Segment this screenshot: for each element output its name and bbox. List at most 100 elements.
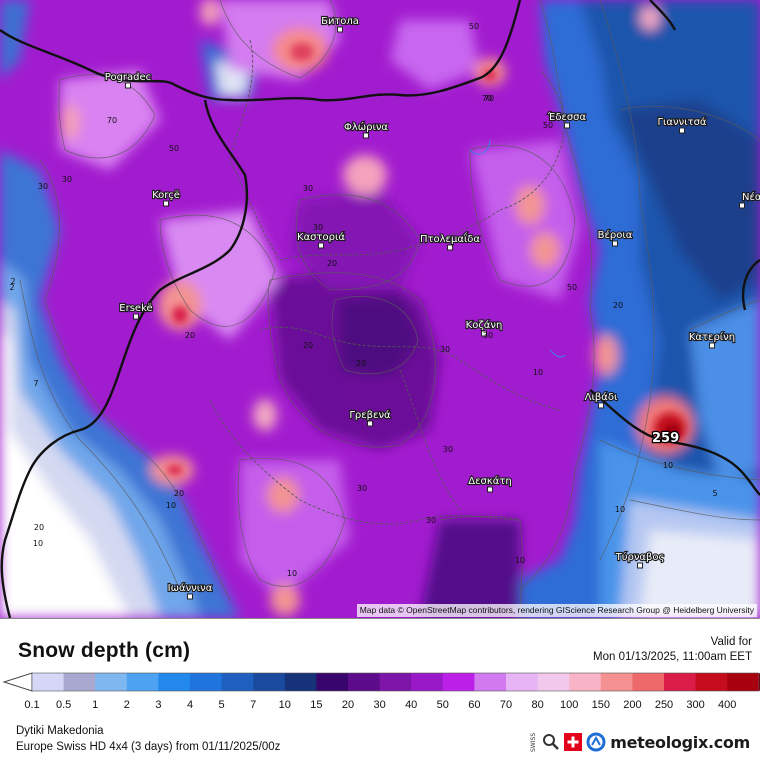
city-marker	[367, 420, 373, 427]
scale-tick-label: 200	[623, 699, 642, 711]
city-marker	[125, 82, 131, 89]
scale-segment	[569, 673, 602, 691]
contour-value-label: 70	[107, 116, 117, 125]
contour-value-label: 20	[174, 489, 184, 498]
city-marker	[637, 562, 643, 569]
contour-value-label: 50	[169, 144, 179, 153]
contour-value-label: 30	[313, 223, 323, 232]
map-attribution: Map data © OpenStreetMap contributors, r…	[356, 604, 757, 617]
city-markers	[125, 26, 745, 600]
valid-for-label: Valid for	[710, 636, 752, 648]
scale-segment	[253, 673, 286, 691]
scale-segment	[316, 673, 349, 691]
scale-segment	[284, 673, 317, 691]
city-label: Τύρναβος	[615, 551, 665, 563]
snow-depth-fill	[0, 0, 760, 618]
scale-tick-label: 40	[405, 699, 418, 711]
city-labels: Битола Pogradec Φλώρινα Έδεσσα Γιαννιτσά Νέα …	[104, 15, 760, 595]
contour-value-label: 30	[440, 345, 450, 354]
color-scale-bar	[2, 672, 760, 692]
country-borders	[0, 0, 760, 618]
scale-tick-label: 0.5	[55, 699, 72, 711]
brand-block: SWISS HD meteologix.com	[526, 731, 750, 753]
scale-segment	[190, 673, 223, 691]
city-marker	[363, 132, 369, 139]
scale-segment	[600, 673, 633, 691]
contour-value-label: 20	[34, 523, 44, 532]
scale-tick-label: 50	[436, 699, 449, 711]
scale-segment	[63, 673, 96, 691]
admin-boundaries	[209, 39, 565, 525]
city-label: Καστοριά	[297, 231, 345, 243]
city-marker	[612, 240, 618, 247]
contour-value-label: 10	[663, 461, 673, 470]
city-label: Έδεσσα	[547, 111, 587, 123]
scale-tick-label: 250	[654, 699, 674, 711]
scale-segment	[442, 673, 475, 691]
scale-tick-label: 0.1	[24, 699, 40, 711]
scale-tick-label: 5	[218, 699, 225, 711]
rivers	[469, 139, 566, 358]
city-marker	[337, 26, 343, 33]
city-label: Δεσκάτη	[468, 475, 511, 487]
parameter-title: Snow depth (cm)	[18, 639, 191, 662]
valid-time-block: Valid for Mon 01/13/2025, 11:00am EET	[593, 635, 752, 665]
contour-value-label: 20	[356, 359, 366, 368]
contour-value-label: 30	[483, 331, 493, 340]
contour-value-label: 20	[613, 301, 623, 310]
city-label: Κατερίνη	[689, 331, 735, 343]
contour-value-label: 30	[357, 484, 367, 493]
city-marker	[739, 202, 745, 209]
scale-tick-label: 400	[718, 699, 737, 711]
contour-lines	[19, 0, 760, 618]
city-marker	[487, 486, 493, 493]
city-label: Ιωάννινα	[168, 582, 213, 594]
contour-value-label: 7	[33, 379, 38, 388]
scale-segment	[379, 673, 412, 691]
scale-segment	[474, 673, 507, 691]
city-marker	[481, 330, 487, 337]
scale-tick-label: 80	[531, 699, 544, 711]
scale-tick-label: 100	[560, 699, 579, 711]
scale-segment	[221, 673, 254, 691]
city-label: Λιβάδι	[585, 391, 618, 403]
meteologix-logo	[586, 732, 606, 752]
brand-name[interactable]: meteologix.com	[610, 732, 750, 752]
scale-outline	[31, 672, 760, 692]
magnifier-icon[interactable]	[542, 733, 560, 751]
contour-value-label: 10	[33, 539, 43, 548]
city-marker	[163, 200, 169, 207]
swiss-flag-icon	[564, 733, 583, 751]
scale-tick-label: 70	[499, 699, 513, 711]
contour-value-label: 10	[287, 569, 297, 578]
scale-segment	[537, 673, 570, 691]
scale-tick-label: 7	[250, 699, 257, 711]
city-marker	[679, 127, 685, 134]
city-marker	[318, 242, 324, 249]
scale-segment	[95, 673, 128, 691]
city-label: Korçë	[152, 190, 180, 201]
contour-value-label: 30	[443, 445, 453, 454]
city-label: Битола	[321, 16, 359, 27]
city-label: Βέροια	[598, 229, 633, 241]
contour-value-label: 10	[166, 501, 176, 510]
contour-value-label: 70	[482, 94, 492, 103]
scale-tick-label: 10	[278, 699, 291, 711]
contour-value-label: 50	[469, 22, 479, 31]
scale-tick-label: 1	[92, 699, 99, 711]
scale-tick-label: 300	[686, 699, 705, 711]
scale-segment	[32, 673, 65, 691]
contour-value-label: 2	[9, 283, 14, 292]
scale-tick-label: 2	[123, 699, 130, 711]
contour-value-label: 70	[484, 94, 494, 103]
snow-depth-map[interactable]: Битола Pogradec Φλώρινα Έδεσσα Γιαννιτσά Νέα …	[0, 0, 760, 618]
scale-tick-label: 4	[186, 699, 194, 711]
city-label: Ersekë	[119, 303, 152, 314]
scale-segment	[695, 673, 728, 691]
city-marker	[564, 122, 570, 129]
scale-tick-label: 15	[310, 699, 323, 711]
scale-segment	[348, 673, 381, 691]
scale-tick-label: 3	[155, 699, 162, 711]
contour-value-label: 20	[327, 259, 337, 268]
scale-segment	[632, 673, 665, 691]
